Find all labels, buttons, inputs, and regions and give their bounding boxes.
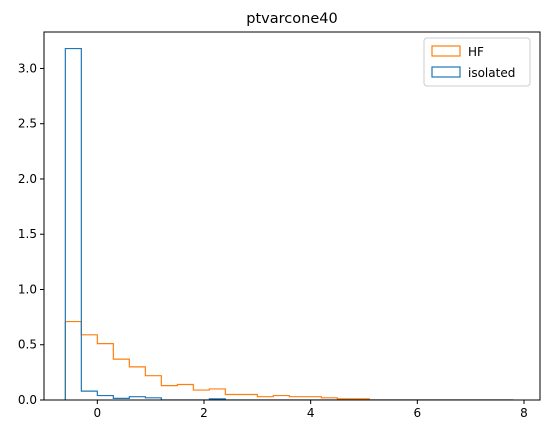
x-tick-label: 8 <box>520 406 528 420</box>
y-tick-label: 2.0 <box>18 172 37 186</box>
axes-frame <box>43 31 541 401</box>
axes: 0 2 4 6 8 0.0 0.5 1.0 1.5 2.0 2.5 3.0 <box>18 31 541 420</box>
y-tick-label: 2.5 <box>18 117 37 131</box>
y-tick-label: 3.0 <box>18 61 37 75</box>
legend: HF isolated <box>423 37 531 87</box>
x-tick-label: 6 <box>414 406 422 420</box>
histogram-series-isolated <box>64 47 514 400</box>
x-tick-label: 0 <box>94 406 102 420</box>
histogram-series-hf <box>64 320 514 400</box>
legend-label-hf: HF <box>468 45 484 59</box>
legend-label-isolated: isolated <box>468 66 515 80</box>
chart-title: ptvarcone40 <box>246 11 337 27</box>
legend-swatch-hf <box>431 45 461 57</box>
y-tick-label: 1.0 <box>18 282 37 296</box>
x-tick-label: 4 <box>307 406 315 420</box>
y-tick-label: 1.5 <box>18 227 37 241</box>
y-tick-label: 0.5 <box>18 338 37 352</box>
plot-area <box>64 47 514 400</box>
legend-box <box>423 37 531 87</box>
legend-swatch-isolated <box>431 66 461 78</box>
y-tick-label: 0.0 <box>18 393 37 407</box>
x-tick-label: 2 <box>200 406 208 420</box>
